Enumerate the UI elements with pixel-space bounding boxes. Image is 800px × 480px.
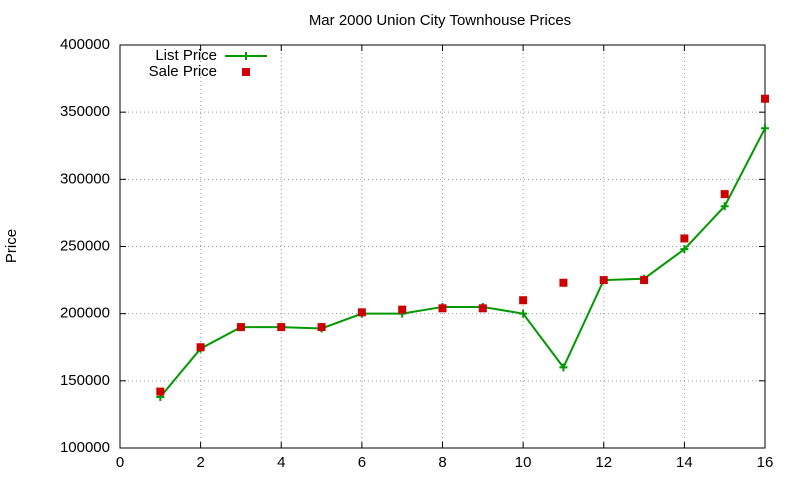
legend-label: Sale Price <box>149 63 217 80</box>
point <box>519 309 528 318</box>
x-tick-label: 16 <box>757 454 774 471</box>
y-tick-label: 200000 <box>60 305 110 322</box>
legend-label: List Price <box>155 47 217 64</box>
x-tick-label: 6 <box>358 454 366 471</box>
point <box>680 234 689 243</box>
plot-border <box>119 44 766 449</box>
point <box>478 304 487 313</box>
x-tick-label: 4 <box>277 454 285 471</box>
point <box>196 343 205 352</box>
point <box>720 202 729 211</box>
x-tick-label: 2 <box>196 454 204 471</box>
y-tick-label: 400000 <box>60 36 110 53</box>
point <box>599 276 608 285</box>
point <box>720 190 729 199</box>
y-tick-label: 350000 <box>60 103 110 120</box>
x-tick-label: 8 <box>438 454 446 471</box>
legend-swatch <box>242 52 250 60</box>
point <box>398 305 407 314</box>
point <box>680 245 689 254</box>
x-tick-label: 0 <box>116 454 124 471</box>
y-axis-label: Price <box>3 229 20 263</box>
point <box>156 387 165 396</box>
x-tick-label: 14 <box>676 454 693 471</box>
y-tick-label: 250000 <box>60 237 110 254</box>
point <box>317 323 326 332</box>
x-tick-label: 12 <box>595 454 612 471</box>
legend-swatch <box>242 68 250 76</box>
series-line <box>159 127 766 398</box>
point <box>438 304 447 313</box>
point <box>236 323 245 332</box>
point <box>559 278 568 287</box>
y-tick-label: 100000 <box>60 439 110 456</box>
point <box>761 94 769 103</box>
y-tick-label: 300000 <box>60 170 110 187</box>
y-tick-label: 150000 <box>60 372 110 389</box>
point <box>761 124 769 133</box>
point <box>559 363 568 372</box>
x-tick-label: 10 <box>515 454 532 471</box>
chart-title: Mar 2000 Union City Townhouse Prices <box>309 12 571 29</box>
point <box>640 276 649 285</box>
point <box>357 308 366 317</box>
point <box>277 323 286 332</box>
point <box>519 296 528 305</box>
